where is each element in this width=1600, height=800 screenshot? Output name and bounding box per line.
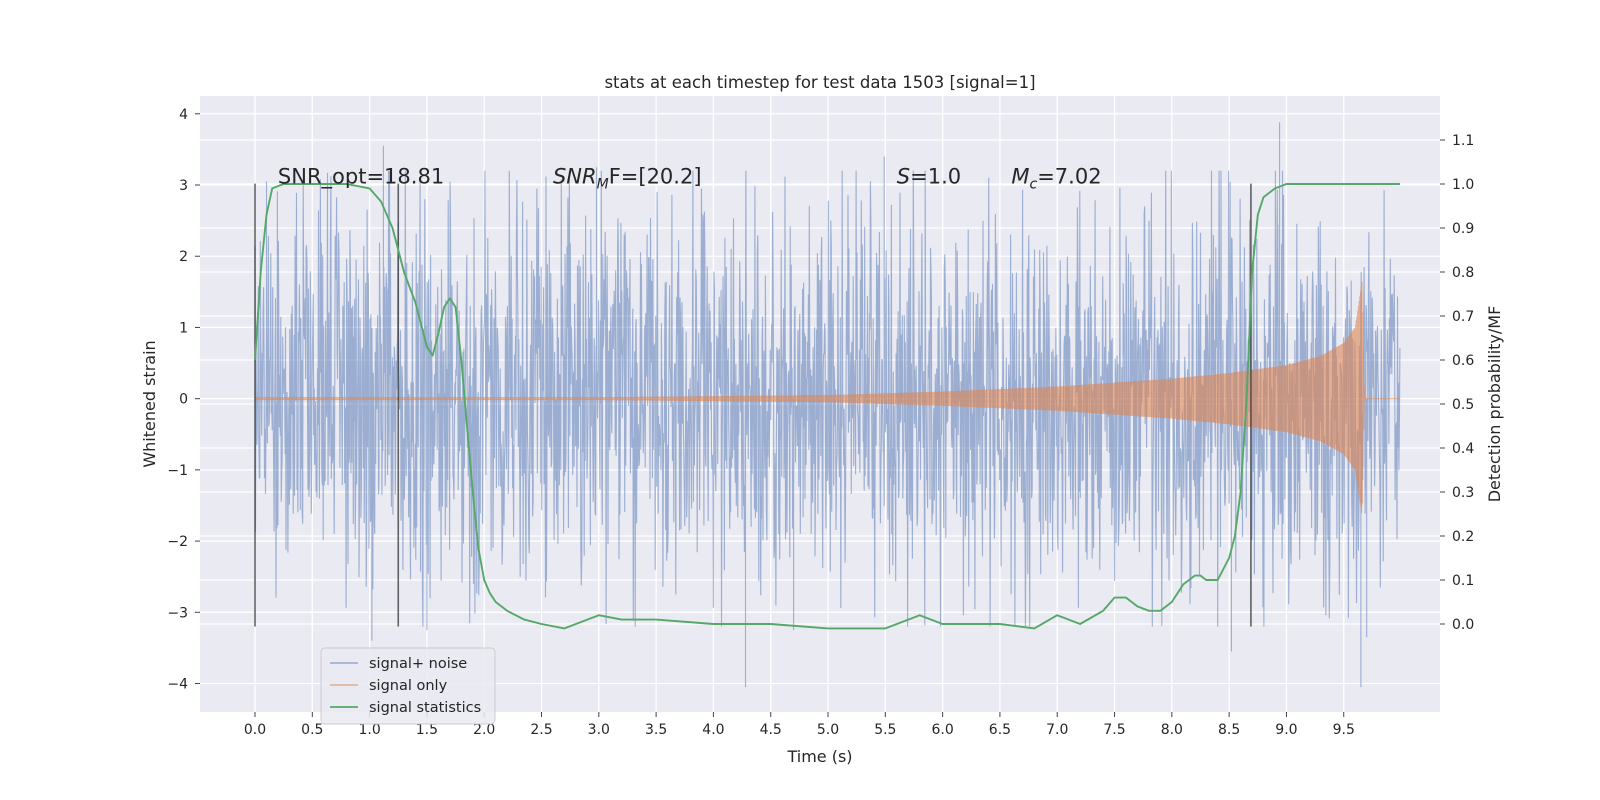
x-tick-label: 1.0	[358, 722, 380, 738]
x-tick-label: 8.0	[1161, 722, 1183, 738]
x-tick-label: 0.0	[244, 722, 266, 738]
statistics-series-layer	[254, 183, 1400, 630]
annotation-2: S=1.0	[897, 165, 961, 189]
y-tick-label-right: 0.6	[1452, 353, 1474, 369]
x-tick-label: 6.5	[989, 722, 1011, 738]
y-axis-label-left: Whitened strain	[140, 340, 159, 467]
x-tick-label: 2.0	[473, 722, 495, 738]
y-tick-label-right: 0.9	[1452, 221, 1474, 237]
y-tick-label-right: 0.3	[1452, 485, 1474, 501]
marker-layer	[254, 183, 1252, 627]
x-tick-label: 9.0	[1275, 722, 1297, 738]
annotation-3: Mc=7.02	[1011, 165, 1101, 193]
y-tick-label-left: 0	[179, 392, 188, 408]
noise-series-layer	[254, 122, 1401, 688]
tick-layer: 0.0 0.5 1.0 1.5 2.0 2.5 3.0 3.5 4.0 4.5 5.0 5.5 6.0 6…	[167, 107, 1474, 738]
y-tick-label-right: 0.2	[1452, 529, 1474, 545]
x-tick-label: 3.5	[645, 722, 667, 738]
x-tick-label: 5.5	[874, 722, 896, 738]
x-tick-label: 5.0	[817, 722, 839, 738]
x-tick-label: 9.5	[1333, 722, 1355, 738]
annotation-layer: SNR_opt=18.81 SNRMF=[20.2] S=1.0 Mc=7.02	[278, 165, 1102, 193]
x-tick-label: 7.0	[1046, 722, 1068, 738]
x-tick-label: 2.5	[530, 722, 552, 738]
y-tick-label-left: 4	[179, 107, 188, 123]
y-tick-label-left: −3	[167, 605, 188, 621]
legend: signal+ noise signal only signal statist…	[320, 647, 496, 725]
x-tick-label: 7.5	[1103, 722, 1125, 738]
y-tick-label-right: 0.8	[1452, 265, 1474, 281]
y-tick-label-left: −2	[167, 534, 188, 550]
y-tick-label-right: 0.1	[1452, 573, 1474, 589]
x-tick-label: 4.5	[760, 722, 782, 738]
x-tick-label: 1.5	[416, 722, 438, 738]
x-tick-label: 8.5	[1218, 722, 1240, 738]
y-tick-label-right: 0.7	[1452, 309, 1474, 325]
legend-label-noise: signal+ noise	[369, 656, 467, 672]
y-tick-label-right: 0.4	[1452, 441, 1474, 457]
signal-series-layer	[254, 281, 1400, 514]
y-tick-label-right: 1.0	[1452, 177, 1474, 193]
y-tick-label-left: 1	[179, 320, 188, 336]
legend-box	[320, 647, 496, 725]
x-tick-label: 0.5	[301, 722, 323, 738]
y-tick-label-left: 2	[179, 249, 188, 265]
legend-label-statistics: signal statistics	[369, 700, 481, 716]
y-tick-label-left: −4	[167, 677, 188, 693]
y-tick-label-right: 0.0	[1452, 617, 1474, 633]
x-tick-label: 6.0	[931, 722, 953, 738]
annotation-1: SNRMF=[20.2]	[553, 165, 702, 193]
series-signal-statistics	[254, 183, 1400, 630]
legend-label-signal: signal only	[369, 678, 448, 694]
series-signal-only	[254, 281, 1400, 514]
y-tick-label-right: 1.1	[1452, 133, 1474, 149]
y-tick-label-right: 0.5	[1452, 397, 1474, 413]
y-tick-label-left: −1	[167, 463, 188, 479]
chart-title: stats at each timestep for test data 150…	[604, 73, 1035, 92]
x-tick-label: 3.0	[588, 722, 610, 738]
x-axis-label: Time (s)	[786, 747, 852, 766]
y-axis-label-right: Detection probability/MF	[1485, 306, 1504, 503]
series-signal-noise	[254, 122, 1401, 688]
y-tick-label-left: 3	[179, 178, 188, 194]
annotation-0: SNR_opt=18.81	[278, 165, 444, 190]
x-tick-label: 4.0	[702, 722, 724, 738]
